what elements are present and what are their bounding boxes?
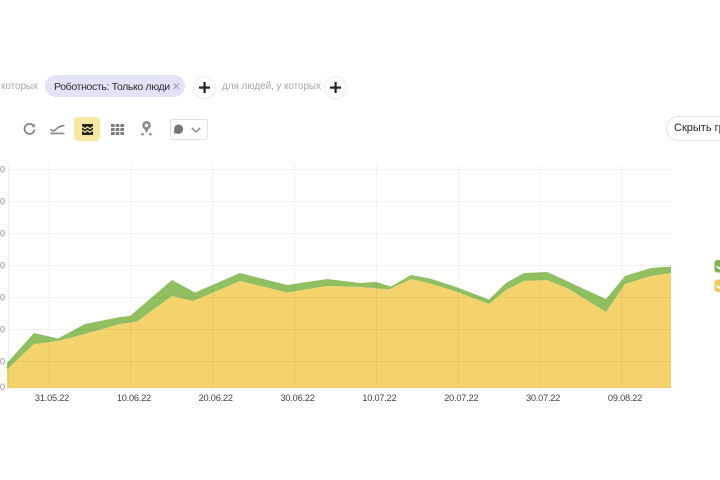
svg-text:10.06.22: 10.06.22 (117, 393, 151, 403)
svg-text:0: 0 (0, 229, 5, 239)
svg-text:30.07.22: 30.07.22 (526, 393, 560, 403)
svg-text:09.08.22: 09.08.22 (608, 393, 642, 403)
svg-text:0: 0 (0, 261, 5, 271)
svg-text:30.06.22: 30.06.22 (281, 393, 315, 403)
svg-text:10.07.22: 10.07.22 (362, 393, 396, 403)
svg-text:0: 0 (0, 382, 5, 392)
svg-text:0: 0 (0, 197, 5, 207)
svg-text:31.05.22: 31.05.22 (35, 393, 69, 403)
svg-text:20.07.22: 20.07.22 (444, 393, 478, 403)
svg-text:0: 0 (0, 325, 5, 335)
svg-text:20.06.22: 20.06.22 (199, 393, 233, 403)
svg-text:0: 0 (0, 165, 5, 175)
svg-text:0: 0 (0, 293, 5, 303)
svg-text:0: 0 (0, 357, 5, 367)
